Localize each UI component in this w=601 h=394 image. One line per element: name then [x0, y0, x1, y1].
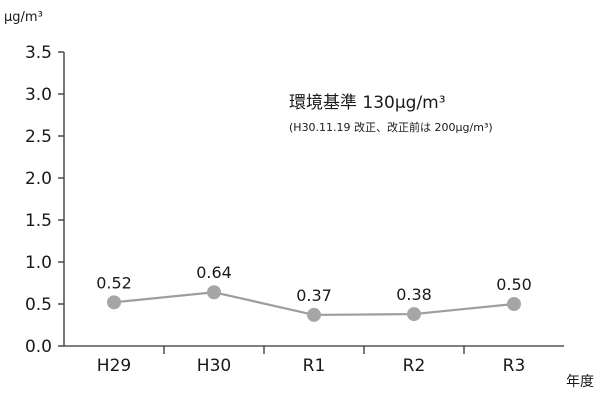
- x-tick-label: R3: [503, 356, 526, 376]
- data-label: 0.50: [496, 275, 532, 294]
- data-point: [207, 285, 221, 300]
- x-axis-ticks: H29 H30 R1 R2 R3: [97, 346, 526, 376]
- data-label: 0.37: [296, 286, 332, 305]
- y-tick-label: 2.5: [25, 127, 52, 147]
- y-tick-label: 3.0: [25, 85, 52, 105]
- x-axis-title: 年度: [566, 374, 594, 390]
- standard-annotation-note: (H30.11.19 改正、改正前は 200μg/m³): [289, 120, 493, 134]
- data-label: 0.38: [396, 285, 432, 304]
- y-tick-label: 1.5: [25, 211, 52, 231]
- data-point: [507, 297, 521, 311]
- y-tick-label: 1.0: [25, 253, 52, 273]
- data-point: [307, 307, 321, 322]
- x-tick-label: R1: [303, 356, 326, 376]
- y-tick-label: 0.5: [25, 295, 52, 315]
- x-tick-label: H30: [197, 356, 231, 376]
- data-label: 0.64: [196, 263, 232, 282]
- x-tick-label: R2: [403, 356, 426, 376]
- data-point: [407, 307, 421, 322]
- x-tick-label: H29: [97, 356, 131, 376]
- y-tick-label: 3.5: [25, 43, 52, 63]
- standard-annotation: 環境基準 130μg/m³: [289, 93, 446, 113]
- y-tick-label: 0.0: [25, 337, 52, 357]
- data-label: 0.52: [96, 273, 132, 292]
- y-axis-unit: μg/m³: [4, 10, 43, 25]
- series-group: 0.52 0.64 0.37 0.38 0.50: [96, 263, 532, 322]
- data-point: [107, 295, 121, 310]
- axes: [63, 52, 564, 347]
- y-axis-ticks: 0.0 0.5 1.0 1.5 2.0 2.5 3.0 3.5: [25, 43, 64, 357]
- y-tick-label: 2.0: [25, 169, 52, 189]
